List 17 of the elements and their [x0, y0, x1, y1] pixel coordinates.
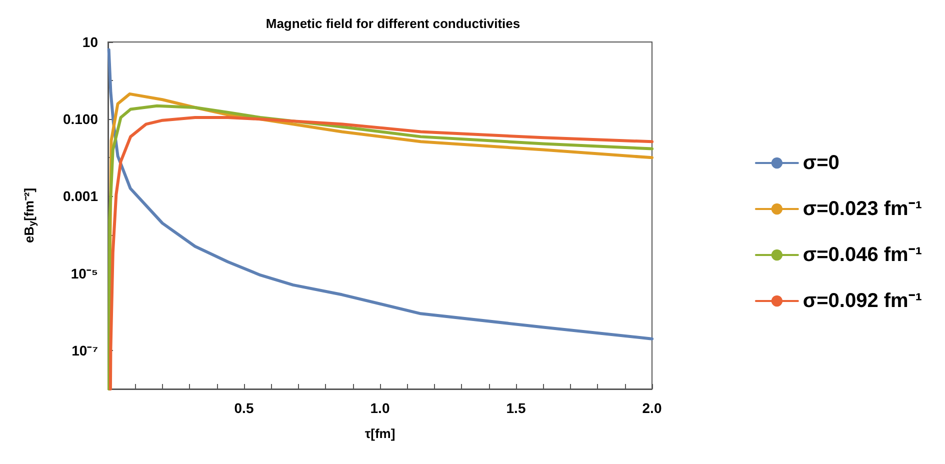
x-tick-label: 0.5: [234, 400, 254, 416]
chart-title: Magnetic field for different conductivities: [266, 16, 520, 31]
y-tick-label: 10⁻⁵: [70, 265, 98, 282]
y-axis-title: eBy[fm⁻²]: [22, 188, 38, 244]
x-tick-label: 1.0: [370, 400, 390, 416]
legend-label: σ=0: [802, 152, 840, 174]
line-series: [107, 48, 654, 340]
x-tick-label: 1.5: [506, 400, 526, 416]
x-tick-label: 2.0: [642, 400, 662, 416]
legend-label: σ=0.023 fm⁻¹: [802, 198, 922, 220]
y-tick-label: 10: [82, 34, 98, 50]
legend-label: σ=0.046 fm⁻¹: [802, 244, 922, 266]
x-axis-title: τ[fm]: [364, 426, 396, 441]
legend-label: σ=0.092 fm⁻¹: [802, 290, 922, 312]
y-tick-label: 0.001: [62, 188, 98, 204]
y-tick-label: 0.100: [62, 111, 98, 128]
y-tick-label: 10⁻⁷: [72, 342, 98, 358]
